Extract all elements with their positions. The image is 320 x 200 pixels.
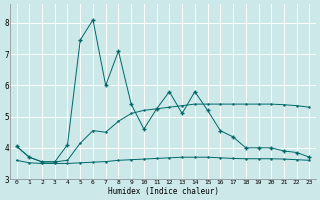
X-axis label: Humidex (Indice chaleur): Humidex (Indice chaleur) xyxy=(108,187,219,196)
